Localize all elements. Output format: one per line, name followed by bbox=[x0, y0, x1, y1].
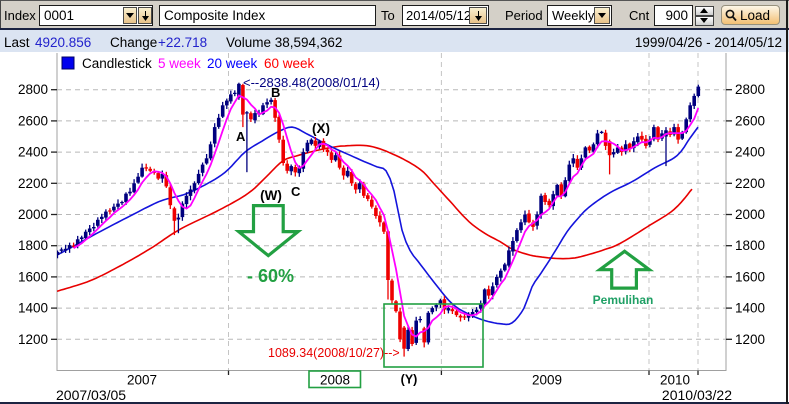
svg-text:20 week: 20 week bbox=[207, 56, 258, 71]
svg-text:2800: 2800 bbox=[18, 82, 48, 97]
svg-text:- 60%: - 60% bbox=[247, 266, 294, 286]
svg-text:A: A bbox=[236, 129, 246, 144]
svg-text:1089.34(2008/10/27)-->: 1089.34(2008/10/27)--> bbox=[268, 346, 400, 360]
svg-text:2200: 2200 bbox=[735, 176, 765, 191]
svg-text:60 week: 60 week bbox=[264, 56, 315, 71]
svg-text:2000: 2000 bbox=[18, 207, 48, 222]
svg-text:2400: 2400 bbox=[18, 145, 48, 160]
svg-text:1200: 1200 bbox=[735, 332, 765, 347]
svg-text:(Y): (Y) bbox=[401, 373, 418, 387]
svg-text:2600: 2600 bbox=[735, 113, 765, 128]
svg-text:2007: 2007 bbox=[127, 373, 157, 388]
svg-text:1200: 1200 bbox=[18, 332, 48, 347]
svg-text:1800: 1800 bbox=[735, 238, 765, 253]
svg-text:1400: 1400 bbox=[735, 301, 765, 316]
svg-text:1800: 1800 bbox=[18, 238, 48, 253]
svg-text:1400: 1400 bbox=[18, 301, 48, 316]
svg-text:<--2838.48(2008/01/14): <--2838.48(2008/01/14) bbox=[243, 75, 380, 90]
svg-text:2600: 2600 bbox=[18, 113, 48, 128]
svg-text:2010/03/22: 2010/03/22 bbox=[662, 387, 732, 403]
svg-text:2009: 2009 bbox=[532, 373, 562, 388]
svg-text:2010: 2010 bbox=[660, 373, 690, 388]
svg-text:C: C bbox=[291, 184, 301, 199]
svg-text:1600: 1600 bbox=[735, 269, 765, 284]
svg-text:2008: 2008 bbox=[320, 373, 350, 388]
svg-text:2400: 2400 bbox=[735, 145, 765, 160]
svg-text:B: B bbox=[271, 85, 280, 100]
svg-text:2000: 2000 bbox=[735, 207, 765, 222]
svg-text:2007/03/05: 2007/03/05 bbox=[56, 387, 126, 403]
svg-text:Pemulihan: Pemulihan bbox=[593, 293, 654, 307]
svg-text:1600: 1600 bbox=[18, 269, 48, 284]
svg-text:(W): (W) bbox=[260, 188, 282, 203]
svg-text:Candlestick: Candlestick bbox=[82, 56, 152, 71]
svg-text:5 week: 5 week bbox=[158, 56, 201, 71]
svg-text:2800: 2800 bbox=[735, 82, 765, 97]
svg-text:(X): (X) bbox=[312, 121, 330, 136]
svg-text:2200: 2200 bbox=[18, 176, 48, 191]
